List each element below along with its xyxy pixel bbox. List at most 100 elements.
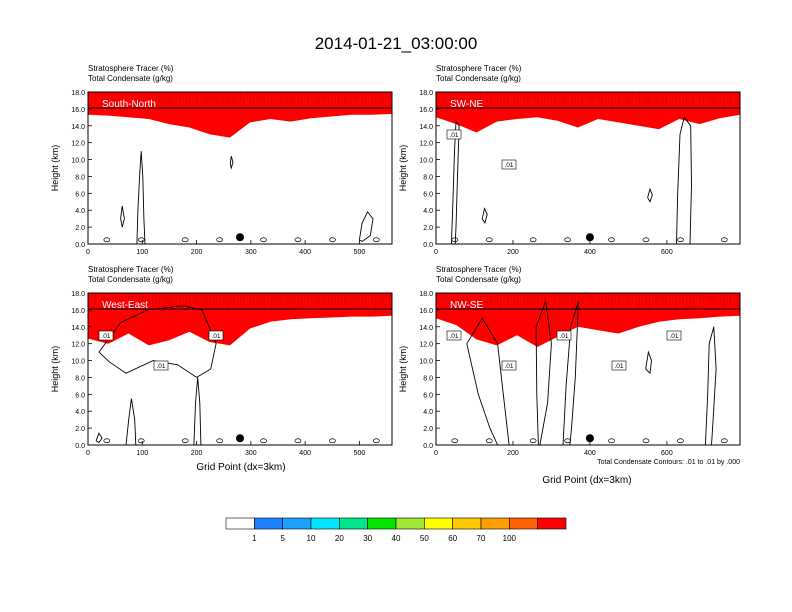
tracer-streak <box>243 92 245 106</box>
tracer-streak <box>290 293 292 308</box>
tracer-streak <box>162 92 164 98</box>
panel-subtitle-condensate: Total Condensate (g/kg) <box>436 74 521 83</box>
tracer-streak <box>250 293 252 304</box>
tracer-streak <box>672 293 674 304</box>
y-tick-label: 16.0 <box>71 107 85 114</box>
tracer-streak <box>527 92 529 107</box>
tracer-streak <box>381 293 384 306</box>
cloud-bubble <box>372 438 380 444</box>
tracer-streak <box>246 92 248 99</box>
cloud-bubble <box>294 438 302 444</box>
cloud-outline-main <box>98 305 217 378</box>
tracer-streak <box>165 92 167 102</box>
tracer-streak <box>165 293 167 303</box>
tracer-streak <box>304 92 306 101</box>
tracer-streak <box>148 293 150 305</box>
tracer-streak <box>513 92 515 102</box>
tracer-streak <box>179 92 181 107</box>
colorbar-swatch <box>452 517 482 530</box>
tracer-streak <box>388 92 390 102</box>
tracer-streak <box>466 92 468 101</box>
tracer-streak <box>273 92 275 98</box>
x-tick-label: 100 <box>136 249 148 256</box>
panel-label: SW-NE <box>450 99 483 110</box>
tracer-streak <box>554 92 556 106</box>
tracer-streak <box>652 293 654 302</box>
tracer-streak <box>253 92 255 107</box>
tracer-streak <box>162 293 164 299</box>
x-tick-label: 0 <box>434 249 438 256</box>
tracer-streak <box>125 293 127 299</box>
cloud-column-150 <box>466 317 510 445</box>
tracer-streak <box>702 92 705 106</box>
tracer-streak <box>723 92 725 108</box>
x-tick-label: 0 <box>86 450 90 457</box>
contour-label: .01 <box>446 129 462 140</box>
tracer-streak <box>240 92 242 102</box>
tracer-streak <box>476 293 478 303</box>
cloud-bubble <box>720 438 728 444</box>
tracer-streak <box>658 92 661 98</box>
tracer-streak <box>648 293 650 309</box>
tracer-streak <box>439 293 441 303</box>
cloud-bubble <box>294 237 302 243</box>
colorbar-swatch <box>509 517 538 530</box>
figure-title: 2014-01-21_03:00:00 <box>315 34 478 53</box>
tracer-streak <box>675 293 678 308</box>
x-tick-label: 600 <box>661 450 673 457</box>
tracer-streak <box>719 92 721 104</box>
svg-text:.01: .01 <box>559 333 568 340</box>
svg-text:.01: .01 <box>614 363 623 370</box>
contour-label: .01 <box>666 330 682 341</box>
tracer-streak <box>115 92 117 108</box>
y-tick-label: 0.0 <box>423 443 433 450</box>
tracer-streak <box>702 293 705 307</box>
tracer-streak <box>594 92 596 99</box>
tracer-streak <box>598 293 600 304</box>
tracer-streak <box>267 92 269 101</box>
tracer-streak <box>483 293 485 300</box>
tracer-streak <box>243 293 245 307</box>
tracer-streak <box>527 293 529 308</box>
cloud-bubble <box>137 438 145 444</box>
svg-text:.01: .01 <box>504 162 513 169</box>
tracer-streak <box>604 293 607 301</box>
tracer-streak <box>557 92 559 99</box>
panel-subtitle-condensate: Total Condensate (g/kg) <box>88 74 173 83</box>
colorbar-label: 30 <box>363 534 372 543</box>
tracer-streak <box>564 293 566 308</box>
location-marker <box>236 233 244 242</box>
y-tick-label: 4.0 <box>75 208 85 215</box>
panel-subtitle-tracer: Stratosphere Tracer (%) <box>436 265 522 274</box>
contour-note: Total Condensate Contours: .01 to .01 by… <box>597 459 740 466</box>
tracer-streak <box>493 92 495 100</box>
x-tick-label: 200 <box>191 450 203 457</box>
y-tick-label: 18.0 <box>71 291 85 298</box>
tracer-streak <box>503 293 505 302</box>
tracer-streak <box>611 293 613 309</box>
tracer-streak <box>128 293 130 303</box>
tracer-streak <box>645 293 647 305</box>
y-tick-label: 6.0 <box>75 191 85 198</box>
svg-text:.01: .01 <box>449 132 458 139</box>
tracer-streak <box>101 92 103 103</box>
panel-subtitle-condensate: Total Condensate (g/kg) <box>88 275 173 284</box>
tracer-streak <box>169 293 171 307</box>
tracer-streak <box>648 92 650 108</box>
tracer-streak <box>544 92 546 105</box>
tracer-streak <box>125 92 127 98</box>
tracer-streak <box>185 293 188 305</box>
x-tick-label: 400 <box>584 249 596 256</box>
plot-area: .01 .01 .01 .01 .01 <box>436 293 740 445</box>
tracer-streak <box>371 92 373 104</box>
tracer-streak <box>442 293 444 307</box>
tracer-streak <box>665 92 667 106</box>
tracer-streak <box>223 293 225 305</box>
tracer-streak <box>588 92 590 102</box>
tracer-streak <box>496 92 498 104</box>
cloud-bubble <box>608 237 615 243</box>
y-tick-label: 16.0 <box>419 107 433 114</box>
cloud-small-560 <box>647 187 653 203</box>
tracer-streak <box>348 293 350 299</box>
cloud-bubble <box>372 237 380 243</box>
